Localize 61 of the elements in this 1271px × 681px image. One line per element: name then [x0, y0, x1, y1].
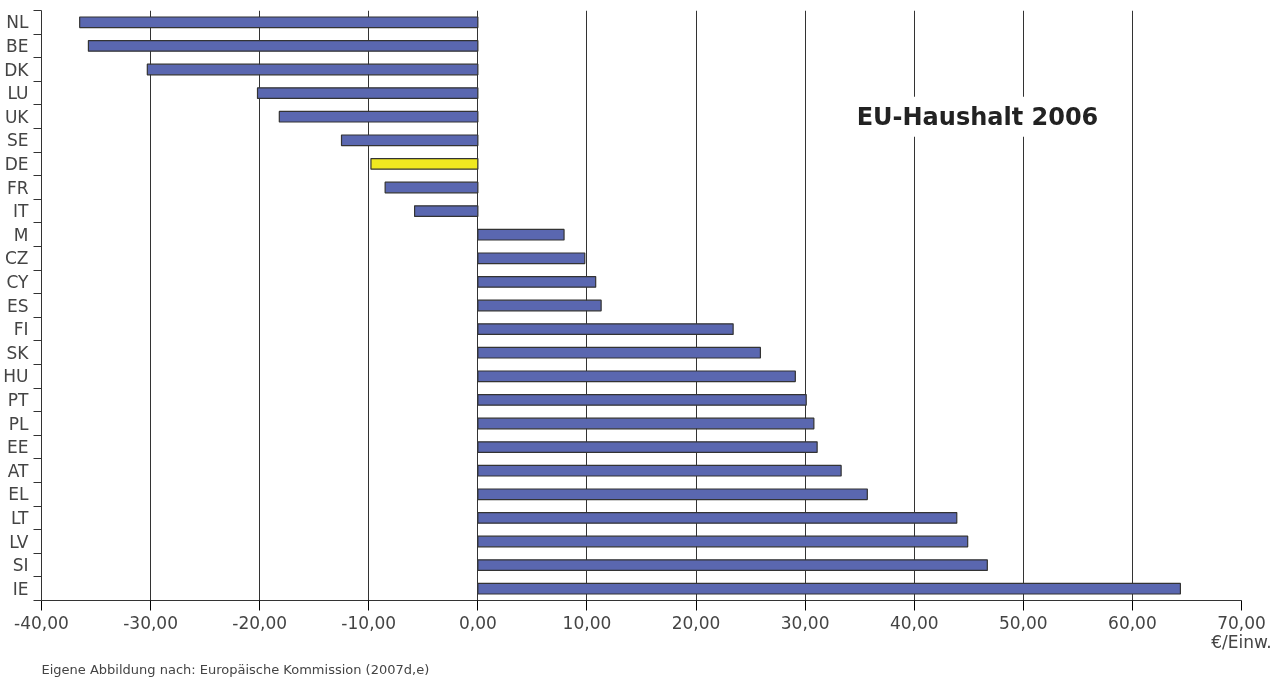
y-tick-label: DK: [4, 59, 30, 80]
x-tick-label: 70,00: [1217, 612, 1266, 633]
y-tick-label: IE: [12, 578, 29, 599]
text: Eigene Abbildung nach: Europäische Kommission (2007d,e): [41, 661, 430, 677]
bar: [477, 559, 988, 572]
bar: [413, 205, 479, 218]
bar: [278, 110, 479, 123]
bar: [477, 323, 734, 336]
bar: [477, 441, 818, 454]
y-tick-label: IT: [13, 201, 30, 222]
y-tick-label: SK: [6, 342, 30, 363]
bar: [477, 252, 586, 265]
x-tick-label: 50,00: [998, 612, 1048, 633]
y-tick-label: UK: [4, 106, 30, 127]
x-tick-label: 20,00: [671, 612, 721, 633]
y-tick-label: SE: [6, 130, 29, 151]
x-tick-label: -40,00: [14, 612, 69, 633]
bar: [477, 370, 796, 383]
x-tick-label: 60,00: [1108, 612, 1157, 633]
bar: [477, 228, 565, 241]
x-axis-title: €/Einw.: [1211, 631, 1271, 652]
x-tick-label: 10,00: [562, 612, 612, 633]
bar: [256, 87, 479, 100]
y-tick-label: LT: [10, 507, 30, 528]
y-tick-label: AT: [7, 460, 30, 481]
y-tick-label: HU: [3, 366, 29, 387]
y-tick-label: LV: [9, 531, 29, 552]
y-tick-label: EL: [8, 484, 30, 505]
y-tick-label: DE: [4, 153, 29, 174]
y-tick-label: EE: [7, 437, 29, 458]
y-tick-label: CY: [6, 271, 30, 292]
x-tick-label: -10,00: [341, 612, 397, 633]
y-tick-label: PT: [7, 389, 30, 410]
bar: [477, 464, 842, 477]
bar: [477, 417, 815, 430]
y-tick-label: SI: [12, 555, 29, 576]
y-tick-label: FR: [6, 177, 29, 198]
bar: [477, 511, 958, 524]
bar: [340, 134, 479, 147]
x-tick-label: 30,00: [780, 612, 830, 633]
y-tick-label: BE: [6, 35, 29, 56]
bar: [477, 535, 969, 548]
x-tick-label: -30,00: [123, 612, 178, 633]
y-tick-label: NL: [6, 12, 30, 33]
bar: [477, 393, 807, 406]
text: EU-Haushalt 2006: [856, 102, 1099, 131]
y-tick-label: ES: [6, 295, 29, 316]
bar: [477, 346, 762, 359]
bar: [477, 299, 602, 312]
x-tick-label: 0,00: [458, 612, 497, 633]
bar: [477, 488, 868, 501]
y-tick-label: M: [13, 224, 29, 245]
x-tick-label: 40,00: [889, 612, 939, 633]
bar: [370, 157, 479, 170]
x-tick-label: -20,00: [232, 612, 288, 633]
y-tick-label: PL: [8, 413, 30, 434]
y-tick-label: LU: [7, 83, 29, 104]
y-tick-label: CZ: [4, 248, 29, 269]
bar: [384, 181, 479, 194]
y-tick-label: FI: [13, 319, 29, 340]
bar: [477, 275, 597, 288]
